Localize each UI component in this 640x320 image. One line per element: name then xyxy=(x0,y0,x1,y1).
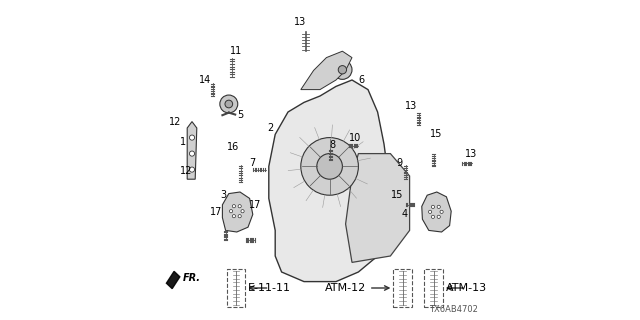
Text: ATM-13: ATM-13 xyxy=(445,283,486,293)
Text: 12: 12 xyxy=(180,166,192,176)
Text: ATM-12: ATM-12 xyxy=(325,283,389,293)
Circle shape xyxy=(437,215,440,219)
Text: 14: 14 xyxy=(199,75,211,85)
Circle shape xyxy=(238,204,241,208)
FancyBboxPatch shape xyxy=(227,269,246,307)
Text: 7: 7 xyxy=(249,158,255,168)
Polygon shape xyxy=(301,51,352,90)
Text: 11: 11 xyxy=(230,46,242,56)
Text: 12: 12 xyxy=(170,116,182,127)
Circle shape xyxy=(317,154,342,179)
Text: 13: 13 xyxy=(294,17,307,28)
Circle shape xyxy=(333,60,352,79)
Text: 13: 13 xyxy=(405,100,418,111)
Text: 8: 8 xyxy=(330,140,336,150)
Text: 10: 10 xyxy=(349,132,361,143)
Circle shape xyxy=(440,210,444,213)
Text: 9: 9 xyxy=(396,158,403,168)
Circle shape xyxy=(232,204,236,208)
Circle shape xyxy=(429,210,432,213)
Text: 3: 3 xyxy=(220,190,227,200)
Circle shape xyxy=(232,215,236,218)
Polygon shape xyxy=(346,154,410,262)
Circle shape xyxy=(220,95,238,113)
Text: 17: 17 xyxy=(210,207,223,217)
Polygon shape xyxy=(166,271,180,289)
Circle shape xyxy=(301,138,358,195)
Text: 17: 17 xyxy=(249,200,261,210)
Text: 6: 6 xyxy=(358,75,365,85)
Text: 15: 15 xyxy=(430,129,443,140)
Text: TX6AB4702: TX6AB4702 xyxy=(429,305,479,314)
FancyBboxPatch shape xyxy=(393,269,412,307)
Text: 5: 5 xyxy=(237,110,244,120)
Polygon shape xyxy=(223,192,253,232)
Circle shape xyxy=(437,205,440,208)
Circle shape xyxy=(238,215,241,218)
Circle shape xyxy=(189,151,195,156)
Text: 15: 15 xyxy=(391,190,403,200)
Text: E-11-11: E-11-11 xyxy=(248,283,291,293)
Text: 4: 4 xyxy=(402,209,408,220)
Circle shape xyxy=(338,66,347,74)
Polygon shape xyxy=(187,122,197,179)
Text: 16: 16 xyxy=(227,141,239,152)
Circle shape xyxy=(241,210,244,213)
Circle shape xyxy=(431,215,435,219)
Circle shape xyxy=(431,205,435,208)
Text: FR.: FR. xyxy=(183,273,201,283)
Polygon shape xyxy=(269,80,390,282)
Text: 2: 2 xyxy=(268,123,274,133)
Circle shape xyxy=(189,167,195,172)
Polygon shape xyxy=(422,192,451,232)
FancyBboxPatch shape xyxy=(424,269,443,307)
Circle shape xyxy=(230,210,233,213)
Text: 1: 1 xyxy=(180,137,186,148)
Circle shape xyxy=(225,100,233,108)
Text: 13: 13 xyxy=(465,148,477,159)
Circle shape xyxy=(189,135,195,140)
